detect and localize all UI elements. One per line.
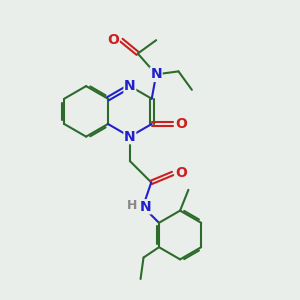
Text: O: O xyxy=(175,167,187,181)
Text: N: N xyxy=(124,79,136,93)
Text: O: O xyxy=(176,117,188,131)
Text: O: O xyxy=(107,33,119,47)
Text: N: N xyxy=(124,130,136,144)
Text: N: N xyxy=(150,68,162,81)
Text: N: N xyxy=(140,200,151,214)
Text: H: H xyxy=(127,199,138,212)
